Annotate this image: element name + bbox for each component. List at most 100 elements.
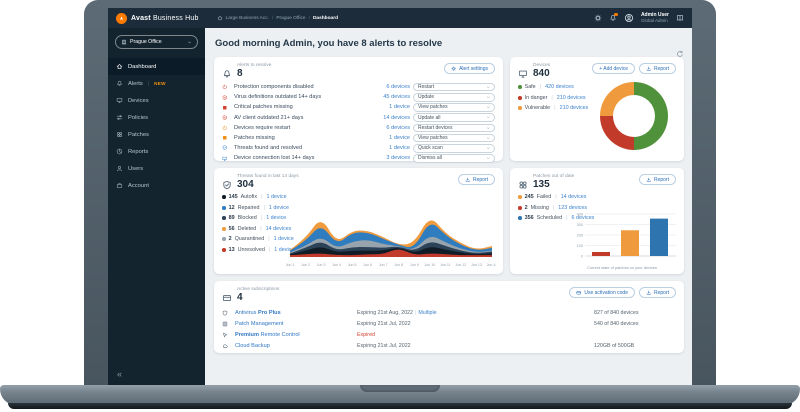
alert-action-select[interactable]: Dismiss all [413, 154, 495, 163]
svg-text:200: 200 [577, 233, 583, 237]
alert-row: Device connection lost 14+ days 3 device… [222, 153, 495, 163]
legend-devices-link[interactable]: 14 devices [560, 194, 587, 201]
sidebar-item-alerts[interactable]: Alerts | NEW [108, 75, 205, 92]
alert-severity-icon [222, 135, 228, 141]
alert-action-select[interactable]: Restart [413, 82, 495, 92]
page-title: Good morning Admin, you have 8 alerts to… [215, 38, 443, 49]
sidebar-item-patches[interactable]: Patches [108, 126, 205, 143]
devices-report-button[interactable]: Report [638, 63, 676, 74]
settings-gear-icon[interactable] [594, 14, 602, 22]
alert-action-label: View patches [418, 104, 448, 111]
legend-dot [518, 216, 522, 221]
sidebar-item-label: Dashboard [128, 63, 157, 70]
alert-devices-link[interactable]: 6 devices [386, 124, 410, 131]
patches-report-button[interactable]: Report [638, 174, 676, 185]
alert-label: Critical patches missing [234, 104, 293, 111]
svg-text:Jun 12: Jun 12 [456, 263, 467, 267]
home-icon[interactable] [217, 15, 223, 21]
download-icon [646, 66, 652, 72]
sidebar-item-label: Account [128, 182, 149, 189]
alert-action-select[interactable]: Restart devices [413, 123, 495, 133]
alert-devices-link[interactable]: 1 device [389, 104, 410, 111]
legend-number: 145 [228, 194, 238, 201]
laptop-hinge-notch [360, 385, 440, 392]
subscription-name-link[interactable]: Patch Management [235, 320, 284, 327]
subscription-multiple-link[interactable]: Multiple [418, 309, 437, 316]
subscription-name-link[interactable]: Cloud Backup [235, 342, 270, 349]
alert-devices-link[interactable]: 45 devices [383, 94, 410, 101]
alert-list: Protection components disabled 6 devices… [222, 82, 495, 164]
user-info[interactable]: Admin User Global Admin [641, 12, 669, 24]
breadcrumb-item[interactable]: Large Business Acc. [225, 15, 270, 21]
sidebar-item-reports[interactable]: Reports [108, 143, 205, 160]
legend-divider: | [260, 225, 262, 232]
alert-row: AV client outdated 21+ days 14 devices U… [222, 113, 495, 123]
alert-devices-link[interactable]: 1 device [389, 135, 410, 142]
legend-number: 13 [228, 246, 235, 253]
new-badge: NEW [154, 81, 166, 86]
breadcrumb-separator: / [272, 15, 274, 21]
alert-severity-icon [222, 115, 228, 121]
legend-number: 89 [228, 215, 235, 222]
legend-devices-link[interactable]: 1 device [274, 246, 295, 253]
subscription-name-link[interactable]: Premium Remote Control [235, 331, 300, 338]
threats-legend: 145 Autofix | 1 device 12 Repaired | 1 d… [222, 192, 495, 255]
alert-devices-link[interactable]: 3 devices [386, 155, 410, 162]
breadcrumb: Large Business Acc. / Prague Office / Dashbo… [217, 15, 338, 21]
sidebar-item-users[interactable]: Users [108, 160, 205, 177]
chevron-down-icon [486, 115, 491, 120]
legend-dot [518, 195, 522, 200]
legend-devices-link[interactable]: 210 devices [556, 94, 586, 101]
dashboard-main: Good morning Admin, you have 8 alerts to… [205, 28, 692, 385]
subscription-icon [222, 310, 228, 316]
legend-devices-link[interactable]: 420 devices [545, 84, 574, 91]
alert-devices-link[interactable]: 6 devices [386, 84, 410, 91]
legend-devices-link[interactable]: 1 device [273, 236, 294, 243]
legend-devices-link[interactable]: 123 devices [558, 204, 588, 211]
breadcrumb-item[interactable]: Dashboard [312, 15, 339, 21]
refresh-icon[interactable] [676, 45, 684, 57]
notification-dot [614, 12, 618, 17]
legend-devices-link[interactable]: 1 device [266, 194, 287, 201]
subscriptions-card: Active subscriptions 4 Use activation co… [214, 281, 684, 353]
org-selector-label: Prague Office [130, 39, 162, 45]
notifications-bell-icon[interactable] [609, 12, 618, 22]
alert-action-select[interactable]: View patches [413, 103, 495, 112]
subscription-list: Antivirus Pro Plus Expiring 21st Aug, 20… [222, 307, 676, 351]
org-selector[interactable]: Prague Office [115, 35, 198, 49]
add-device-button[interactable]: + Add device [592, 63, 635, 74]
use-activation-code-button[interactable]: Use activation code [569, 287, 635, 298]
legend-devices-link[interactable]: 6 devices [571, 215, 595, 222]
chevron-down-icon [486, 136, 491, 141]
sidebar-item-policies[interactable]: Policies [108, 109, 205, 126]
sidebar-item-dashboard[interactable]: Dashboard [108, 58, 205, 75]
sidebar-collapse-button[interactable]: « [117, 369, 123, 379]
alert-settings-button[interactable]: Alert settings [444, 63, 495, 74]
sidebar-item-devices[interactable]: Devices [108, 92, 205, 109]
subscriptions-report-button[interactable]: Report [638, 287, 676, 298]
legend-divider: | [260, 215, 263, 222]
legend-dot [222, 237, 226, 242]
subscription-expiry: Expiring 21st Aug, 2022 | Multiple [357, 309, 437, 316]
alert-action-select[interactable]: Update all [413, 113, 495, 122]
subscription-row: Patch Management Expiring 21st Jul, 2022… [222, 318, 676, 329]
alert-action-select[interactable]: View patches [413, 133, 495, 143]
legend-devices-link[interactable]: 14 devices [265, 225, 292, 232]
alert-action-label: Dismiss all [418, 155, 442, 162]
alert-devices-link[interactable]: 1 device [389, 145, 410, 152]
legend-devices-link[interactable]: 1 device [266, 215, 287, 222]
subscription-name-link[interactable]: Antivirus Pro Plus [235, 309, 281, 316]
breadcrumb-item[interactable]: Prague Office [276, 15, 306, 21]
legend-label: Deleted [237, 225, 257, 232]
threats-card-title: Threats found in last 14 days [237, 174, 299, 179]
legend-row: 245 Failed | 14 devices [518, 192, 676, 203]
legend-devices-link[interactable]: 210 devices [559, 105, 589, 112]
threats-report-button[interactable]: Report [457, 174, 495, 185]
alert-action-select[interactable]: Update [413, 92, 495, 102]
alert-devices-link[interactable]: 14 devices [383, 114, 410, 121]
alert-action-select[interactable]: Quick scan [413, 143, 495, 153]
help-book-icon[interactable] [676, 14, 684, 22]
sidebar-item-account[interactable]: Account [108, 177, 205, 194]
user-avatar[interactable] [624, 13, 634, 23]
legend-devices-link[interactable]: 1 device [268, 204, 289, 211]
